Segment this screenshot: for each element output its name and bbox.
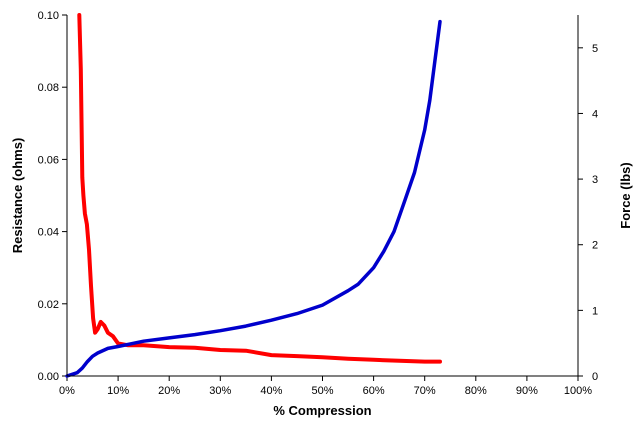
x-tick-label: 90%	[516, 385, 538, 397]
x-tick-label: 20%	[158, 385, 180, 397]
left-tick-label: 0.06	[38, 154, 59, 166]
x-axis-title: % Compression	[273, 403, 371, 418]
x-tick-label: 50%	[311, 385, 333, 397]
right-tick-label: 4	[592, 108, 598, 120]
right-tick-label: 0	[592, 371, 598, 383]
x-tick-label: 30%	[209, 385, 231, 397]
right-axis-title: Force (lbs)	[618, 162, 633, 228]
series-layer	[65, 13, 442, 378]
x-tick-label: 10%	[107, 385, 129, 397]
left-tick-label: 0.08	[38, 82, 59, 94]
force-series-line	[65, 19, 442, 378]
x-tick-label: 100%	[564, 385, 592, 397]
left-tick-label: 0.02	[38, 299, 59, 311]
right-tick-label: 2	[592, 240, 598, 252]
x-tick-label: 40%	[260, 385, 282, 397]
right-axis-ticks: 0 1 2 3 4 5	[578, 43, 598, 383]
left-tick-label: 0.00	[38, 371, 59, 383]
right-tick-label: 3	[592, 174, 598, 186]
right-tick-label: 5	[592, 43, 598, 55]
x-tick-label: 60%	[363, 385, 385, 397]
x-tick-label: 70%	[414, 385, 436, 397]
x-axis-ticks: 0% 10% 20% 30% 40% 50% 60% 70% 80% 90% 100%	[59, 376, 592, 397]
right-tick-label: 1	[592, 305, 598, 317]
resistance-series-line	[77, 13, 442, 364]
left-tick-label: 0.04	[38, 227, 59, 239]
left-axis-title: Resistance (ohms)	[10, 138, 25, 254]
x-tick-label: 0%	[59, 385, 75, 397]
left-tick-label: 0.10	[38, 10, 59, 22]
left-axis-ticks: 0.00 0.02 0.04 0.06 0.08 0.10	[38, 10, 67, 383]
plot-area	[67, 15, 578, 376]
x-tick-label: 80%	[465, 385, 487, 397]
